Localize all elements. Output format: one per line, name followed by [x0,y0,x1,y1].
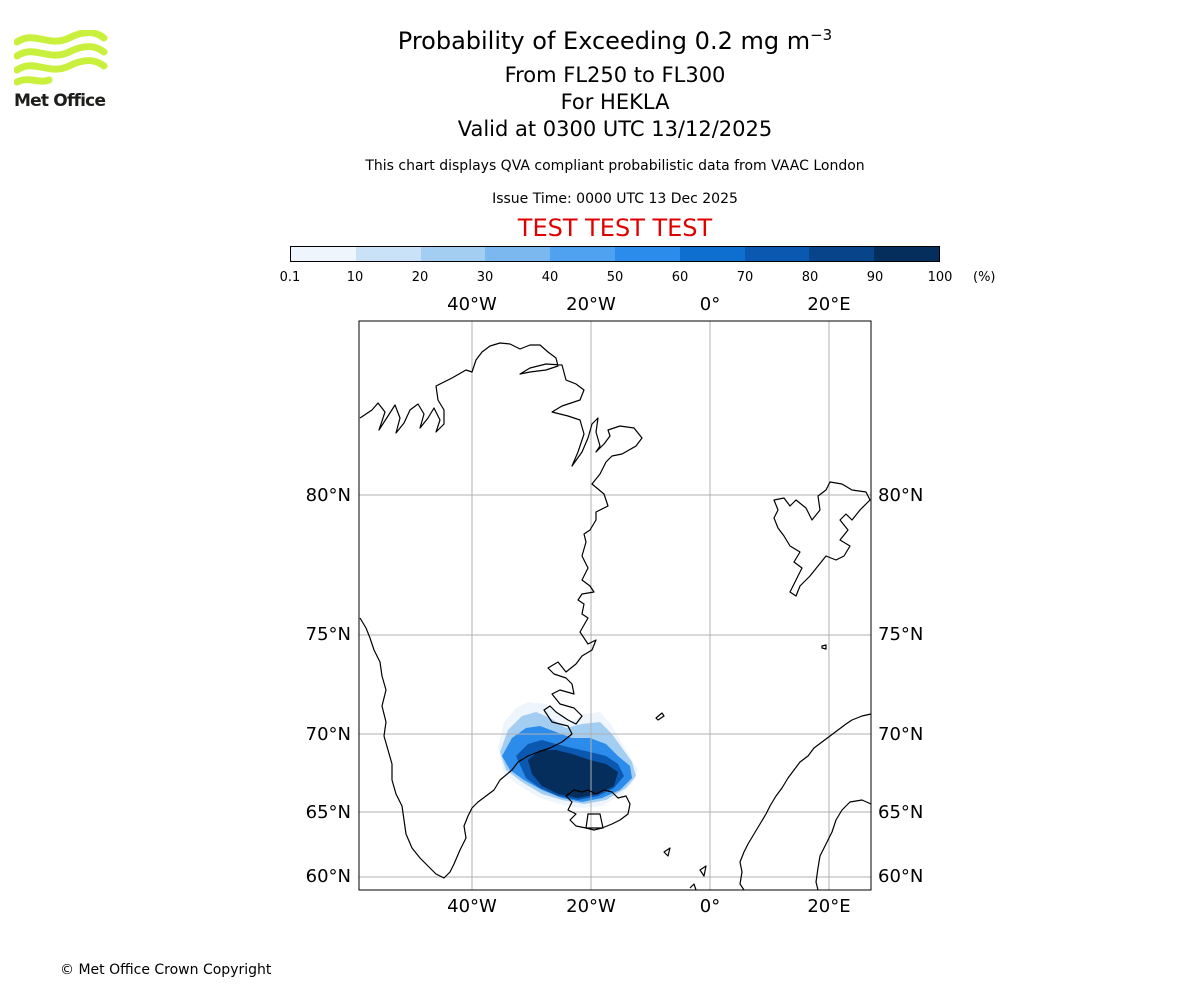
colorbar-segment [679,247,745,261]
colorbar-tick-label: 60 [671,270,689,285]
colorbar-segment [809,247,875,261]
lon-label-top: 20°E [807,294,850,315]
colorbar-tick-label: 80 [801,270,819,285]
lon-label-top: 20°W [566,294,616,315]
colorbar-segment [874,247,939,261]
valid-time: Valid at 0300 UTC 13/12/2025 [457,117,773,141]
coastline-faroe [663,847,671,857]
coastline-bear-island [821,644,827,650]
test-banner: TEST TEST TEST [517,214,713,242]
latitude-labels-left: 80°N 75°N 70°N 65°N 60°N [306,485,351,887]
longitude-labels-top: 40°W 20°W 0° 20°E [447,294,850,315]
lon-label-bottom: 20°E [807,896,850,917]
coastline-svalbard [773,481,871,597]
chart-title: Probability of Exceeding 0.2 mg m−3 [0,26,1200,55]
lat-label-left: 60°N [306,866,351,887]
lat-label-right: 60°N [878,866,923,887]
lat-label-right: 70°N [878,724,923,745]
lon-label-top: 40°W [447,294,497,315]
lon-label-bottom: 0° [700,896,720,917]
colorbar-tick-label: 0.1 [279,270,301,285]
longitude-labels-bottom: 40°W 20°W 0° 20°E [447,896,850,917]
lon-label-bottom: 20°W [566,896,616,917]
lat-label-right: 75°N [878,624,923,645]
coastline-scotland [689,883,697,891]
map-background [359,321,871,890]
colorbar-tick-label: 90 [866,270,884,285]
coastline-jan-mayen [655,712,665,721]
coastline-iceland [565,789,631,831]
lat-label-right: 80°N [878,485,923,506]
volcano-marker [585,813,604,829]
coastlines [359,342,872,891]
colorbar-tick-label: 50 [606,270,624,285]
map-frame [358,320,872,891]
lat-label-left: 65°N [306,802,351,823]
chart-description: This chart displays QVA compliant probab… [365,158,865,174]
coastline-greenland-north [359,342,643,879]
latitude-labels-right: 80°N 75°N 70°N 65°N 60°N [878,485,923,887]
colorbar-segment [355,247,421,261]
colorbar-segment [420,247,486,261]
colorbar-unit: (%) [973,270,996,285]
colorbar-tick-label: 100 [927,270,953,285]
colorbar-segment [291,247,356,261]
copyright-notice: © Met Office Crown Copyright [60,962,272,978]
ash-probability-contour [528,750,618,798]
colorbar-segment [485,247,551,261]
map-gridlines [359,321,871,890]
colorbar-tick-label: 70 [736,270,754,285]
lat-label-left: 75°N [306,624,351,645]
colorbar-tick-label: 20 [411,270,429,285]
colorbar-tick-label: 30 [476,270,494,285]
lat-label-left: 80°N [306,485,351,506]
chart-title-exponent: −3 [810,26,833,44]
coastline-norway [739,713,872,891]
coastline-sweden [815,799,872,891]
coastline-shetland [699,865,707,877]
lon-label-bottom: 40°W [447,896,497,917]
lon-label-top: 0° [700,294,720,315]
flight-level-range: From FL250 to FL300 [504,63,726,87]
colorbar-segment [614,247,680,261]
lat-label-right: 65°N [878,802,923,823]
colorbar-segment [744,247,810,261]
ash-probability-plume [498,702,638,808]
chart-title-text: Probability of Exceeding 0.2 mg m [397,27,811,55]
volcano-name: For HEKLA [560,90,670,114]
issue-time: Issue Time: 0000 UTC 13 Dec 2025 [492,191,738,207]
probability-colorbar [290,246,940,262]
colorbar-segment [550,247,615,261]
met-office-logo [14,30,108,86]
met-office-logo-waves [14,30,108,86]
colorbar-tick-label: 10 [346,270,364,285]
colorbar-tick-label: 40 [541,270,559,285]
lat-label-left: 70°N [306,724,351,745]
met-office-logo-text: Met Office [14,91,106,111]
